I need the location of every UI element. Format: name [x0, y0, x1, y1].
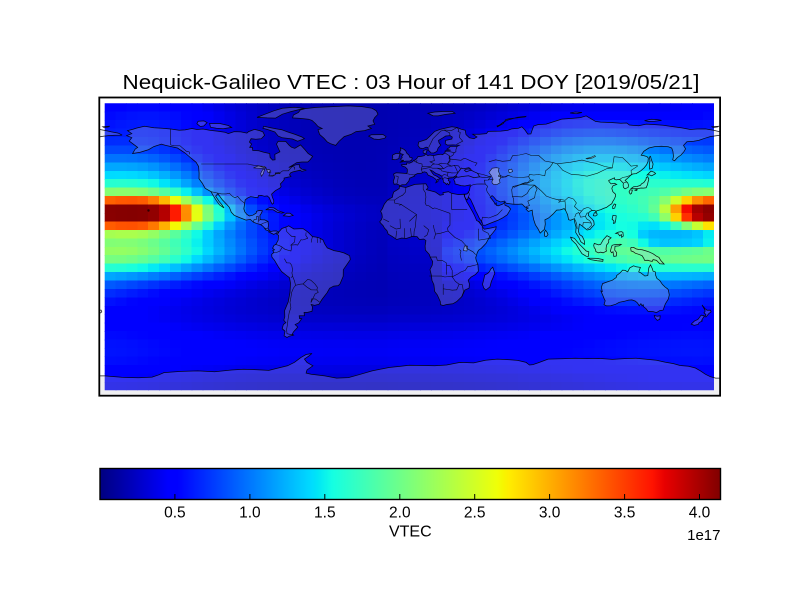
svg-text:1e17: 1e17 [687, 527, 720, 544]
svg-text:2.5: 2.5 [464, 504, 486, 521]
svg-text:0.5: 0.5 [164, 504, 186, 521]
svg-text:4.0: 4.0 [689, 504, 711, 521]
svg-text:3.5: 3.5 [614, 504, 636, 521]
svg-text:2.0: 2.0 [389, 504, 411, 521]
svg-text:1.0: 1.0 [239, 504, 261, 521]
svg-text:1.5: 1.5 [314, 504, 336, 521]
svg-text:VTEC: VTEC [389, 524, 432, 541]
svg-text:Nequick-Galileo VTEC : 03 Hour: Nequick-Galileo VTEC : 03 Hour of 141 DO… [123, 71, 700, 94]
svg-text:3.0: 3.0 [539, 504, 561, 521]
